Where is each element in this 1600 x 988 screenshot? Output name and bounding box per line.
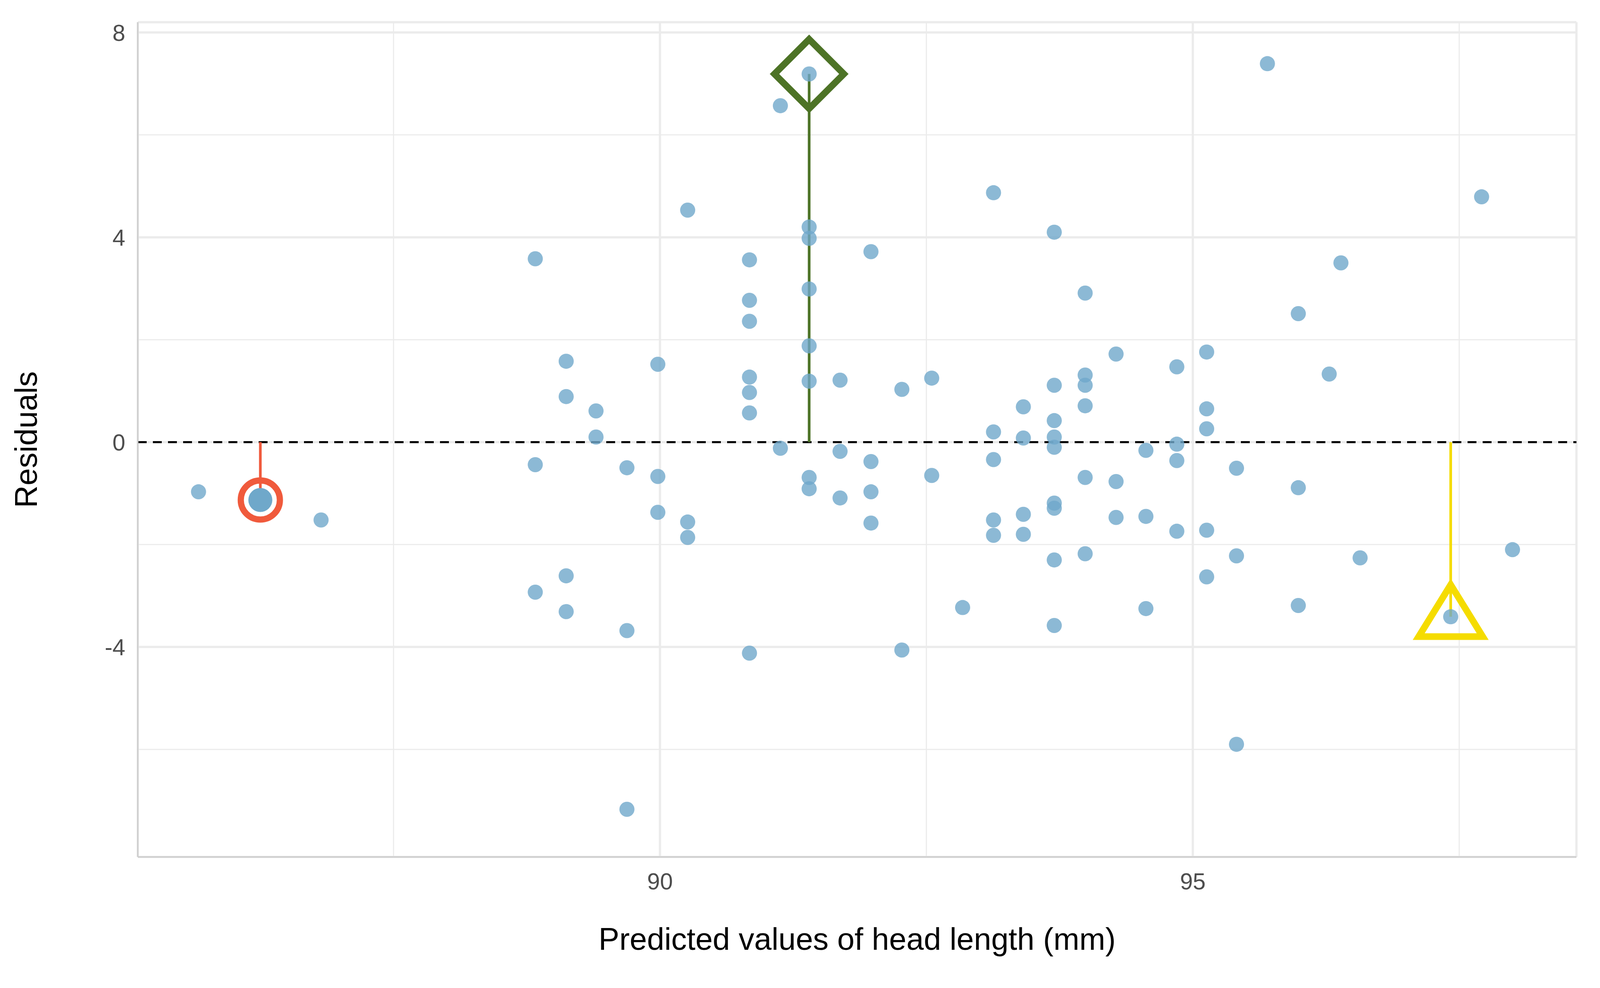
svg-text:4: 4 <box>112 224 126 251</box>
svg-text:0: 0 <box>112 429 126 456</box>
svg-text:-4: -4 <box>104 634 126 661</box>
svg-text:8: 8 <box>112 20 126 46</box>
svg-text:Residuals: Residuals <box>8 371 44 508</box>
svg-text:95: 95 <box>1180 868 1206 895</box>
svg-text:Predicted values of head lengt: Predicted values of head length (mm) <box>598 922 1116 957</box>
svg-text:90: 90 <box>647 868 673 895</box>
